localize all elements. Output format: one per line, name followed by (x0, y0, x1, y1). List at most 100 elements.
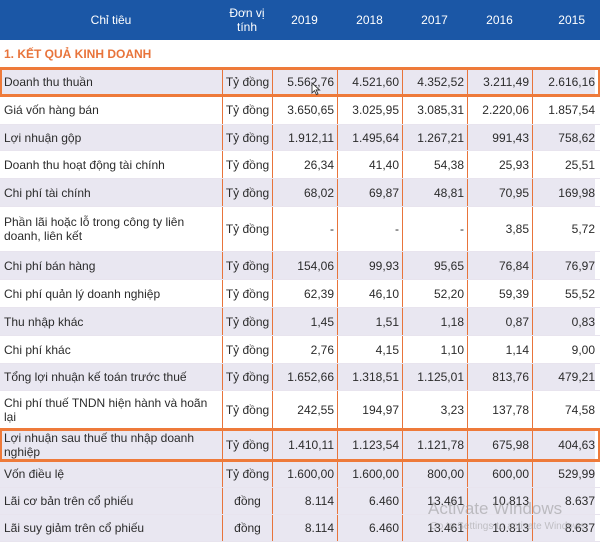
row-label: Chi phí tài chính (0, 179, 222, 206)
row-value: 5.562,76 (272, 68, 337, 95)
mouse-cursor-icon (311, 82, 321, 96)
row-value: 800,00 (402, 461, 467, 487)
row-value: 1.318,51 (337, 364, 402, 390)
row-value: 1.912,11 (272, 125, 337, 150)
row-value: 68,02 (272, 179, 337, 206)
activate-windows-subtitle: Go to Settings to activate Windows. (430, 521, 588, 532)
row-value: 169,98 (532, 179, 595, 206)
table-body: Doanh thu thuần Tỷ đồng 5.562,76 4.521,60 4.… (0, 67, 600, 542)
row-value: 70,95 (467, 179, 532, 206)
header-year: 2015 (558, 13, 585, 27)
table-row: Lãi cơ bản trên cổ phiếu đồng 8.114 6.460 13… (0, 488, 600, 515)
row-value: 1.652,66 (272, 364, 337, 390)
row-unit: Tỷ đồng (222, 179, 272, 206)
row-value: 25,93 (467, 151, 532, 178)
row-value: - (337, 207, 402, 251)
row-value: 3,23 (402, 391, 467, 428)
row-value: 10.813 (467, 515, 532, 541)
table-header: Chỉ tiêu Đơn vị tính 2019 2018 2017 2016… (0, 0, 600, 40)
row-value: 13.461 (402, 515, 467, 541)
row-value: 1.600,00 (272, 461, 337, 487)
row-label: Thu nhập khác (0, 308, 222, 335)
row-unit: Tỷ đồng (222, 429, 272, 460)
row-value: 675,98 (467, 429, 532, 460)
row-label: Lợi nhuận gộp (0, 125, 222, 150)
row-value: 3.025,95 (337, 96, 402, 124)
row-value: 5,72 (532, 207, 595, 251)
row-value: 242,55 (272, 391, 337, 428)
row-value: 600,00 (467, 461, 532, 487)
row-label: Chi phí khác (0, 336, 222, 363)
header-indicator: Chỉ tiêu (90, 13, 132, 27)
row-value: 1.600,00 (337, 461, 402, 487)
row-value: 8.114 (272, 515, 337, 541)
row-value: 1,51 (337, 308, 402, 335)
row-unit: đồng (222, 515, 272, 541)
row-value: 758,62 (532, 125, 595, 150)
header-unit: Đơn vị tính (229, 6, 265, 34)
row-value: 99,93 (337, 252, 402, 279)
row-value: 1,14 (467, 336, 532, 363)
row-value: 8.637 (532, 515, 595, 541)
row-value: 59,39 (467, 280, 532, 307)
header-year: 2016 (486, 13, 513, 27)
row-unit: đồng (222, 488, 272, 514)
row-unit: Tỷ đồng (222, 252, 272, 279)
activate-windows-watermark: Activate Windows (428, 499, 563, 518)
table-row: Tổng lợi nhuận kế toán trước thuế Tỷ đồng… (0, 364, 600, 391)
row-value: 479,21 (532, 364, 595, 390)
header-year: 2019 (291, 13, 318, 27)
section-title: 1. KẾT QUẢ KINH DOANH (4, 47, 152, 61)
row-value: 529,99 (532, 461, 595, 487)
table-row: Thu nhập khác Tỷ đồng 1,45 1,51 1,18 0,87 0,83 (0, 308, 600, 336)
row-value: 1.123,54 (337, 429, 402, 460)
row-value: 1,18 (402, 308, 467, 335)
row-value: 3.085,31 (402, 96, 467, 124)
row-value: 74,58 (532, 391, 595, 428)
row-value: 3.650,65 (272, 96, 337, 124)
row-value: 9,00 (532, 336, 595, 363)
table-row: Chi phí bán hàng Tỷ đồng 154,06 99,93 95,65 7… (0, 252, 600, 280)
row-value: 62,39 (272, 280, 337, 307)
row-value: 1,10 (402, 336, 467, 363)
table-row: Chi phí khác Tỷ đồng 2,76 4,15 1,10 1,14 9,00 (0, 336, 600, 364)
row-unit: Tỷ đồng (222, 280, 272, 307)
table-row: Chi phí tài chính Tỷ đồng 68,02 69,87 48,81 7… (0, 179, 600, 207)
table-row: Doanh thu thuần Tỷ đồng 5.562,76 4.521,60 4.… (0, 67, 600, 97)
row-value: 8.114 (272, 488, 337, 514)
row-value: 10.813 (467, 488, 532, 514)
row-value: 76,97 (532, 252, 595, 279)
row-value: 1.410,11 (272, 429, 337, 460)
row-value: 1.267,21 (402, 125, 467, 150)
row-value: 1,45 (272, 308, 337, 335)
row-label: Doanh thu hoạt động tài chính (0, 151, 222, 178)
row-unit: Tỷ đồng (222, 336, 272, 363)
row-label: Chi phí bán hàng (0, 252, 222, 279)
row-value: 13.461 (402, 488, 467, 514)
table-row: Lãi suy giảm trên cổ phiếu đồng 8.114 6.460… (0, 515, 600, 542)
row-value: 2.220,06 (467, 96, 532, 124)
row-value: 1.121,78 (402, 429, 467, 460)
row-value: 4.521,60 (337, 68, 402, 95)
row-value: 1.125,01 (402, 364, 467, 390)
row-value: 8.637 (532, 488, 595, 514)
row-unit: Tỷ đồng (222, 391, 272, 428)
row-value: 4.352,52 (402, 68, 467, 95)
row-value: 54,38 (402, 151, 467, 178)
row-label: Chi phí quản lý doanh nghiệp (0, 280, 222, 307)
row-unit: Tỷ đồng (222, 207, 272, 251)
row-unit: Tỷ đồng (222, 461, 272, 487)
row-label: Vốn điều lệ (0, 461, 222, 487)
row-label: Lãi cơ bản trên cổ phiếu (0, 488, 222, 514)
row-value: 1.495,64 (337, 125, 402, 150)
row-value: 26,34 (272, 151, 337, 178)
row-label: Chi phí thuế TNDN hiện hành và hoãn lại (0, 391, 222, 428)
header-year: 2017 (421, 13, 448, 27)
row-value: 0,87 (467, 308, 532, 335)
row-unit: Tỷ đồng (222, 308, 272, 335)
row-value: 76,84 (467, 252, 532, 279)
row-unit: Tỷ đồng (222, 125, 272, 150)
row-value: 41,40 (337, 151, 402, 178)
row-value: 1.857,54 (532, 96, 595, 124)
